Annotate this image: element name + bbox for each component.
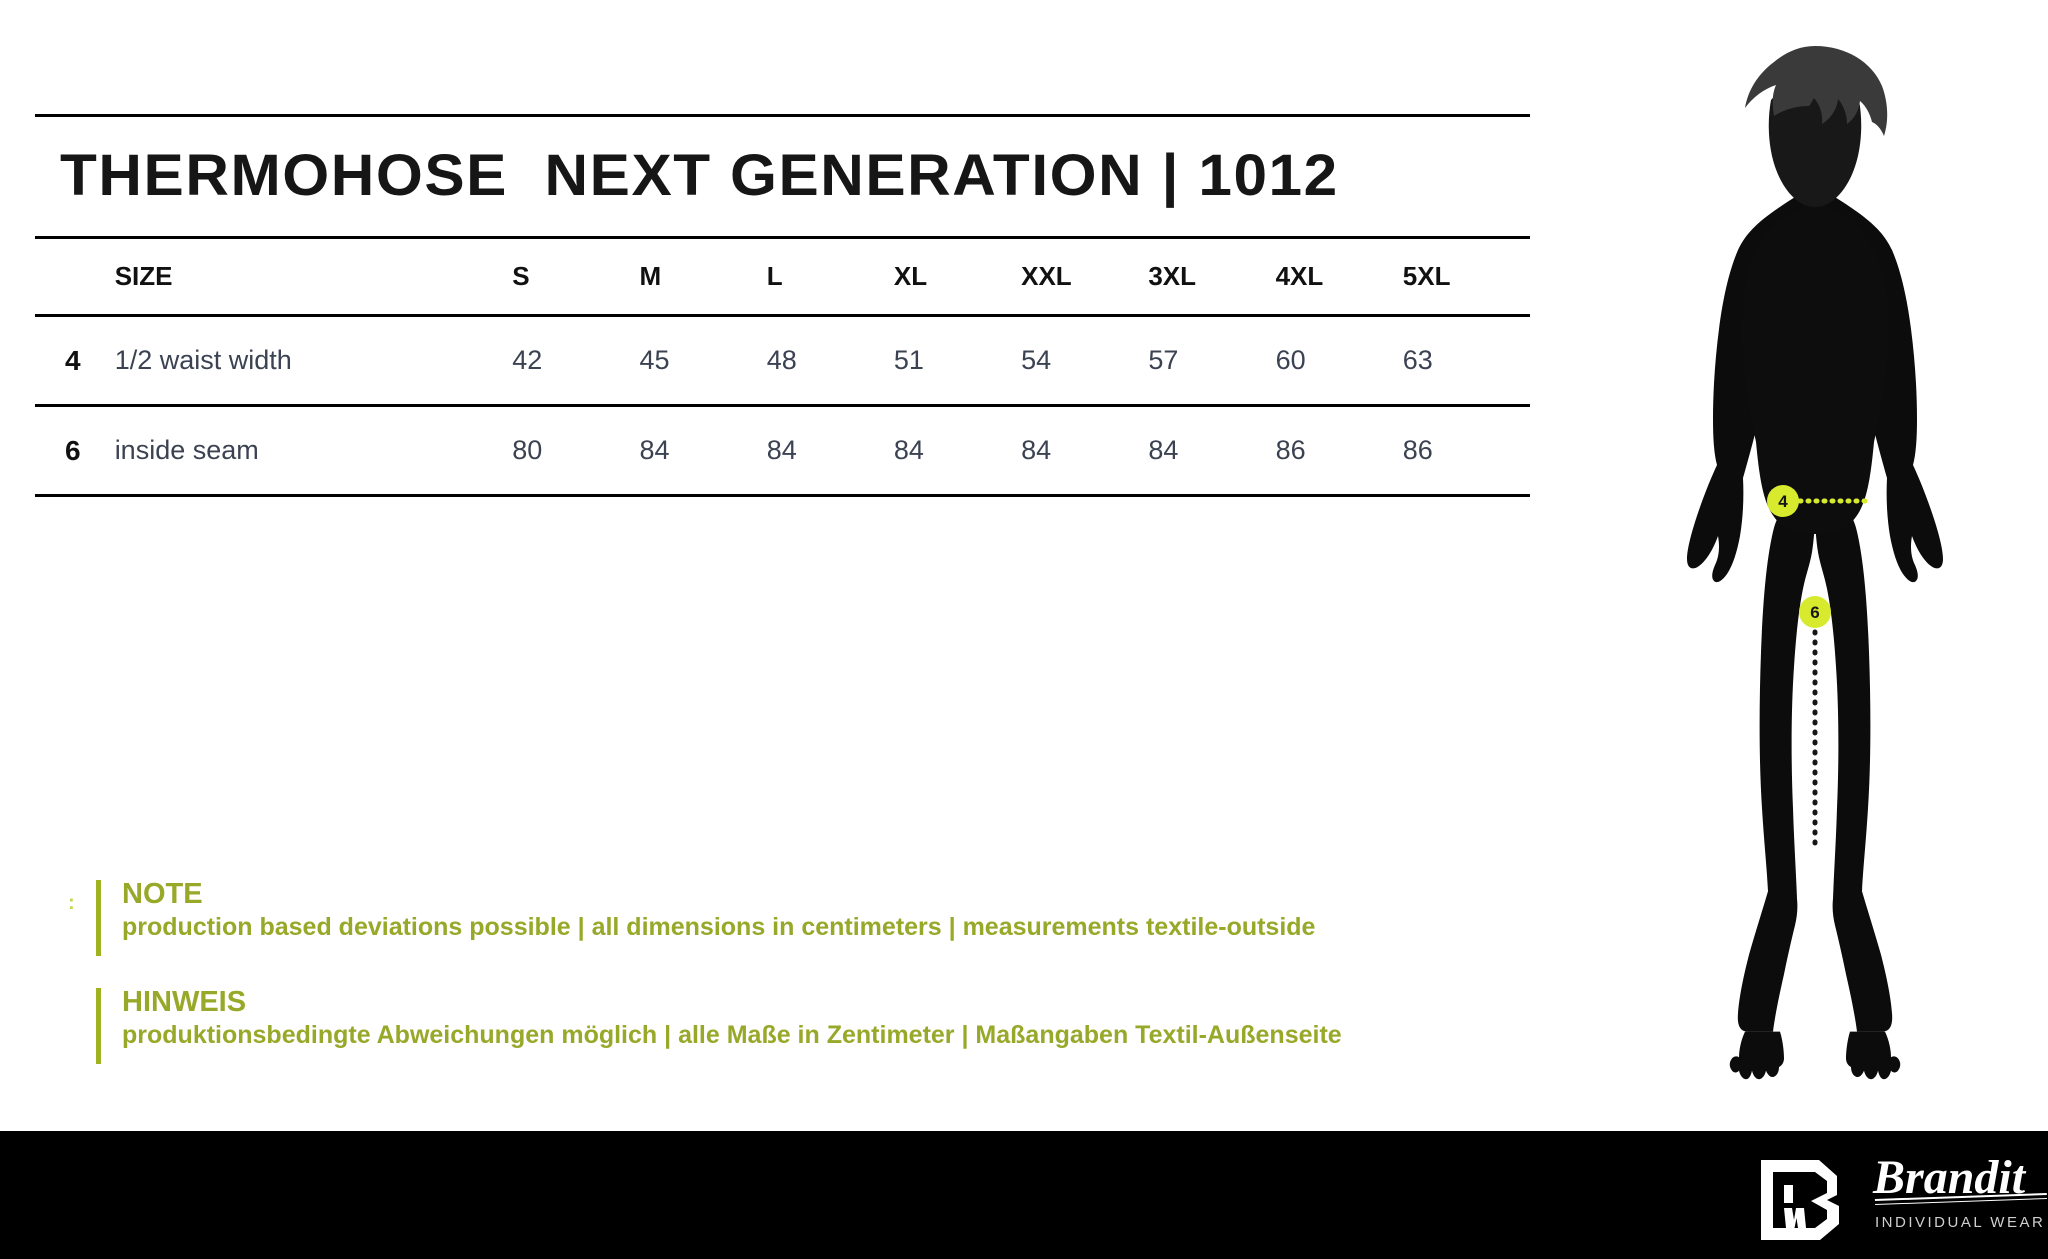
svg-text:4: 4 (1778, 492, 1788, 511)
svg-text:6: 6 (1810, 603, 1819, 622)
